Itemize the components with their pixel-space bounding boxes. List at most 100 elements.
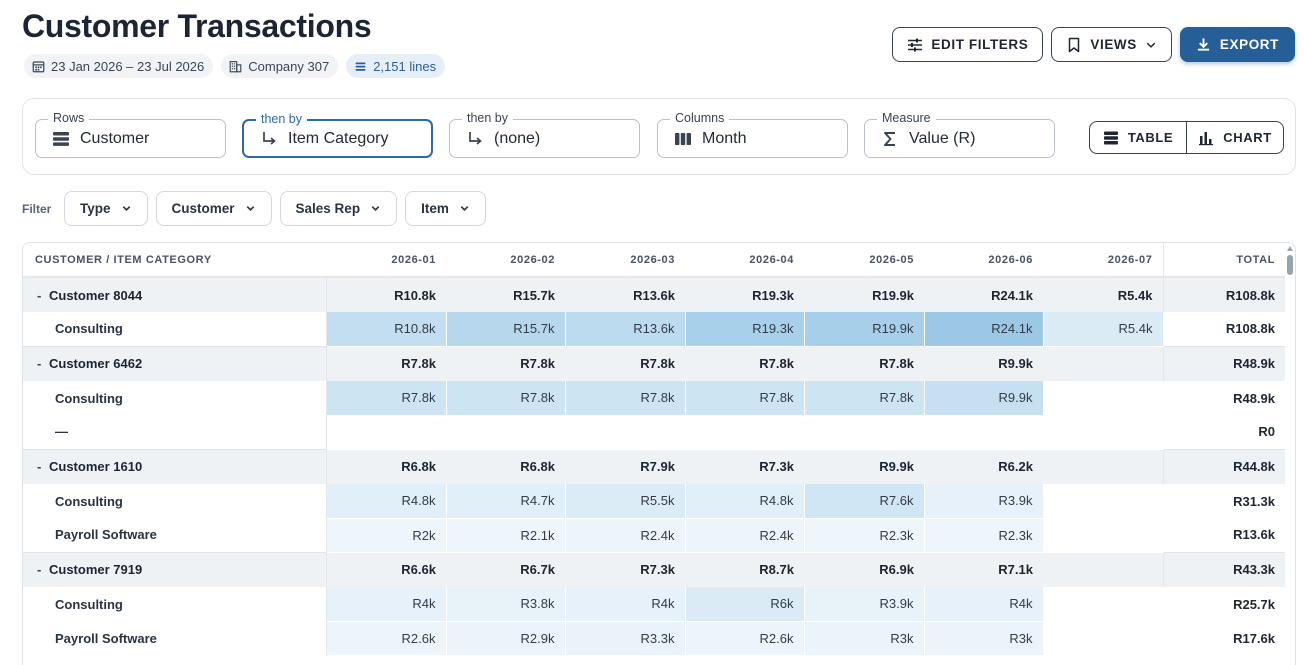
value-cell[interactable]: R2.6k <box>684 621 805 656</box>
value-cell[interactable]: R19.9k <box>803 312 925 347</box>
value-cell[interactable] <box>684 415 805 450</box>
column-header-row-label[interactable]: CUSTOMER / ITEM CATEGORY <box>23 243 326 278</box>
column-header-total[interactable]: TOTAL <box>1162 243 1285 278</box>
rows-select[interactable]: Rows Customer <box>35 111 226 158</box>
column-header-month[interactable]: 2026-07 <box>1043 243 1163 278</box>
value-cell[interactable] <box>564 415 686 450</box>
columns-select[interactable]: Columns Month <box>657 111 848 158</box>
row-total-cell: R17.6k <box>1162 621 1285 655</box>
value-cell[interactable] <box>803 415 925 450</box>
value-cell[interactable]: R15.7k <box>445 312 566 347</box>
group-name-cell[interactable]: - Customer 1610 <box>23 449 327 484</box>
value-cell[interactable]: R6k <box>684 587 805 622</box>
value-cell[interactable]: R4.7k <box>445 484 566 519</box>
value-cell[interactable] <box>923 415 1044 450</box>
table-group-row[interactable]: - Customer 7919 R6.6k R6.7k R7.3k R8.7k R6.9k R… <box>23 552 1285 587</box>
value-cell[interactable] <box>1042 415 1164 450</box>
value-cell[interactable]: R7.8k <box>684 381 805 416</box>
table-group-row[interactable]: - Customer 8044 R10.8k R15.7k R13.6k R19.3k R1… <box>23 277 1285 312</box>
table-row[interactable]: Payroll Software R2.6k R2.9k R3.3k R2.6k R3k R… <box>23 621 1285 656</box>
value-cell[interactable]: R3.3k <box>564 621 686 656</box>
value-cell[interactable]: R3.9k <box>923 484 1044 519</box>
value-cell[interactable]: R13.6k <box>564 312 686 347</box>
value-cell[interactable]: R9.9k <box>923 381 1044 416</box>
value-cell[interactable]: R10.8k <box>325 312 447 347</box>
value-cell[interactable]: R5.4k <box>1042 312 1164 347</box>
group-name-cell[interactable]: - Customer 7919 <box>23 552 327 587</box>
value-cell[interactable]: R2.9k <box>445 621 566 656</box>
value-cell[interactable] <box>325 415 447 450</box>
value-cell[interactable]: R3k <box>803 621 925 656</box>
value-cell[interactable]: R2.6k <box>325 621 447 656</box>
value-cell[interactable]: R4k <box>564 587 686 622</box>
value-cell[interactable]: R3.8k <box>445 587 566 622</box>
column-header-month[interactable]: 2026-04 <box>685 243 804 278</box>
vertical-scrollbar[interactable] <box>1287 255 1293 275</box>
value-cell[interactable]: R5.5k <box>564 484 686 519</box>
collapse-icon[interactable]: - <box>37 459 42 475</box>
column-header-month[interactable]: 2026-05 <box>804 243 924 278</box>
table-group-row[interactable]: - Customer 1610 R6.8k R6.8k R7.9k R7.3k R9.9k R… <box>23 449 1285 484</box>
table-row[interactable]: — R0 <box>23 415 1285 450</box>
collapse-icon[interactable]: - <box>37 287 42 303</box>
edit-filters-button[interactable]: EDIT FILTERS <box>892 27 1044 62</box>
group-name: Customer 7919 <box>49 562 143 578</box>
filter-customer-button[interactable]: Customer <box>155 191 272 226</box>
table-view-button[interactable]: TABLE <box>1090 122 1186 153</box>
table-group-row[interactable]: - Customer 6462 R7.8k R7.8k R7.8k R7.8k R7.8k R… <box>23 346 1285 381</box>
column-header-month[interactable]: 2026-02 <box>446 243 565 278</box>
value-cell[interactable]: R7.8k <box>325 381 447 416</box>
column-header-month[interactable]: 2026-01 <box>326 243 446 278</box>
group-name-cell[interactable]: - Customer 6462 <box>23 346 327 381</box>
value-cell[interactable]: R7.8k <box>564 381 686 416</box>
value-cell[interactable]: R7.8k <box>445 381 566 416</box>
value-cell[interactable]: R4k <box>325 587 447 622</box>
value-cell[interactable] <box>1042 621 1164 656</box>
column-header-month[interactable]: 2026-03 <box>565 243 685 278</box>
scroll-up-icon[interactable] <box>1287 246 1293 251</box>
value-cell[interactable]: R24.1k <box>923 312 1044 347</box>
value-cell[interactable]: R4.8k <box>325 484 447 519</box>
table-row[interactable]: Consulting R7.8k R7.8k R7.8k R7.8k R7.8k R9.9k… <box>23 381 1285 416</box>
value-cell[interactable]: R4k <box>923 587 1044 622</box>
value-cell[interactable]: R2.4k <box>564 518 686 553</box>
column-header-month[interactable]: 2026-06 <box>924 243 1043 278</box>
value-cell[interactable]: R7.8k <box>803 381 925 416</box>
value-cell[interactable]: R4.8k <box>684 484 805 519</box>
then-by-select-2[interactable]: then by (none) <box>449 111 640 158</box>
chevron-down-icon <box>460 206 469 212</box>
value-cell[interactable]: R2.3k <box>923 518 1044 553</box>
value-cell[interactable]: R2.3k <box>803 518 925 553</box>
views-button[interactable]: VIEWS <box>1051 27 1172 62</box>
group-name-cell[interactable]: - Customer 8044 <box>23 277 327 312</box>
table-row[interactable]: Consulting R10.8k R15.7k R13.6k R19.3k R19.9k… <box>23 312 1285 347</box>
value-cell[interactable] <box>1042 518 1164 553</box>
measure-select[interactable]: Measure Value (R) <box>864 111 1055 158</box>
collapse-icon[interactable]: - <box>37 562 42 578</box>
lines-count-text: 2,151 lines <box>373 58 437 74</box>
value-cell[interactable] <box>1042 587 1164 622</box>
download-icon <box>1197 38 1209 51</box>
value-cell[interactable]: R3k <box>923 621 1044 656</box>
table-row[interactable]: Payroll Software R2k R2.1k R2.4k R2.4k R2.3k R… <box>23 518 1285 553</box>
value-cell[interactable]: R19.3k <box>684 312 805 347</box>
table-row[interactable]: Consulting R4k R3.8k R4k R6k R3.9k R4k R25.7k <box>23 587 1285 622</box>
value-cell[interactable] <box>445 415 566 450</box>
table-row[interactable]: Consulting R4.8k R4.7k R5.5k R4.8k R7.6k R3.9k… <box>23 484 1285 519</box>
collapse-icon[interactable]: - <box>37 356 42 372</box>
value-cell[interactable]: R2.4k <box>684 518 805 553</box>
value-cell[interactable]: R2.1k <box>445 518 566 553</box>
value-cell[interactable] <box>1042 484 1164 519</box>
group-value-cell: R8.7k <box>685 552 804 587</box>
value-cell[interactable]: R3.9k <box>803 587 925 622</box>
export-button[interactable]: EXPORT <box>1179 27 1295 62</box>
then-by-select-1[interactable]: then by Item Category <box>242 112 433 158</box>
filter-sales-rep-button[interactable]: Sales Rep <box>279 191 398 226</box>
row-label-cell: Consulting <box>23 381 327 415</box>
filter-type-button[interactable]: Type <box>64 191 148 226</box>
filter-item-button[interactable]: Item <box>405 191 486 226</box>
value-cell[interactable]: R7.6k <box>803 484 925 519</box>
chart-view-button[interactable]: CHART <box>1186 122 1283 153</box>
value-cell[interactable]: R2k <box>325 518 447 553</box>
value-cell[interactable] <box>1042 381 1164 416</box>
